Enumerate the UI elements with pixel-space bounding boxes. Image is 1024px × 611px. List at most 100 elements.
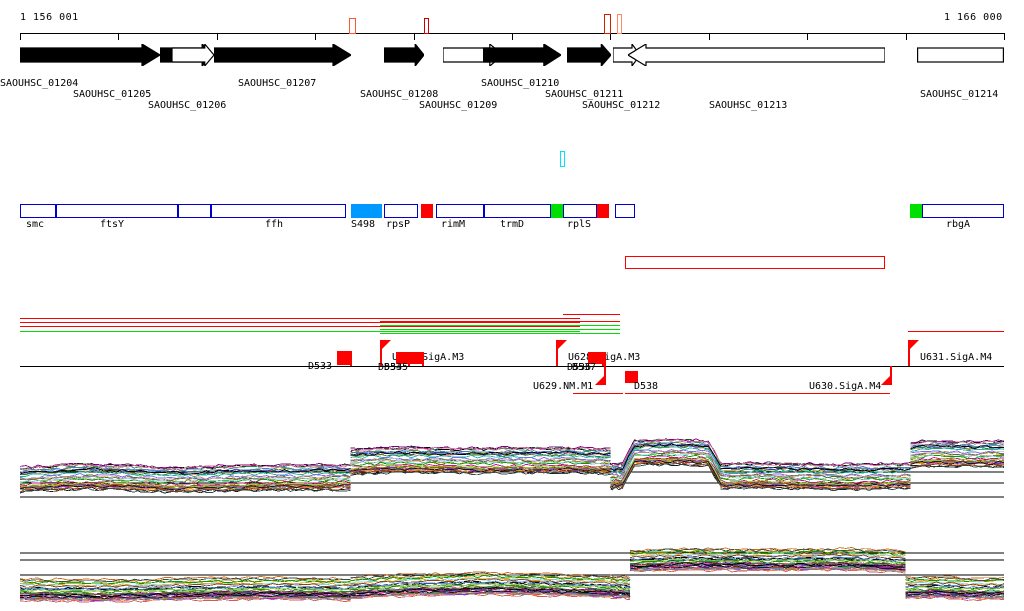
promoter-U630-SigA-M4-flag[interactable]	[881, 376, 890, 385]
cds-label-SAOUHSC_01210: SAOUHSC_01210	[481, 78, 560, 89]
cds-label-SAOUHSC_01205: SAOUHSC_01205	[73, 89, 152, 100]
tss-marker-3	[604, 14, 611, 34]
transcript-red-low-2	[625, 393, 890, 394]
annotation-label-promoter-U631-SigA-M4: U631.SigA.M4	[920, 352, 993, 363]
transcript-red-low-1	[573, 393, 623, 394]
gene-box-S498[interactable]	[351, 204, 382, 218]
annotation-label-promoter-U627-SigA-M3: U627.SigA.M3	[392, 352, 465, 363]
promoter-U630-SigA-M4-stem	[890, 366, 892, 385]
transcript-red-1	[20, 318, 580, 319]
terminator-D537-block[interactable]	[592, 352, 604, 364]
gene-box-unk-4[interactable]	[615, 204, 635, 218]
coordinate-start-label: 1 156 001	[20, 12, 79, 23]
gene-label-ftsY: ftsY	[100, 219, 125, 230]
promoter-U629-NM-M1-stem	[604, 366, 606, 385]
SAOUHSC_01213[interactable]	[628, 44, 885, 66]
cds-label-SAOUHSC_01214: SAOUHSC_01214	[920, 89, 999, 100]
SAOUHSC_01207[interactable]	[214, 44, 351, 66]
annotation-label-terminator-D535: D535	[384, 362, 409, 373]
promoter-U629-NM-M1-flag[interactable]	[595, 376, 604, 385]
terminator-D538-block[interactable]	[625, 371, 638, 383]
gene-box-ftsY[interactable]	[56, 204, 178, 218]
SAOUHSC_01204[interactable]	[20, 44, 160, 66]
annotation-label-promoter-U629-NM-M1: U629.NM.M1	[533, 381, 594, 392]
promoter-U628-SigA-M3-stem	[556, 340, 558, 366]
gene-label-rimM: rimM	[441, 219, 466, 230]
terminator-D534-block[interactable]	[396, 352, 408, 364]
gene-label-smc: smc	[26, 219, 45, 230]
annotation-label-terminator-D537: D537	[572, 362, 597, 373]
gene-box-unk-5[interactable]	[910, 204, 922, 218]
gene-box-rimM[interactable]	[436, 204, 484, 218]
tss-marker-4	[617, 14, 622, 34]
transcript-green-4	[380, 333, 620, 334]
annotation-label-terminator-D534: D534	[378, 362, 403, 373]
gene-box-rpsP[interactable]	[384, 204, 418, 218]
promoter-U631-SigA-M4-flag[interactable]	[910, 340, 919, 349]
ruler-tick	[807, 33, 808, 40]
gene-box-unk-3[interactable]	[597, 204, 609, 218]
cds-label-SAOUHSC_01211: SAOUHSC_01211	[545, 89, 624, 100]
ruler-tick	[709, 33, 710, 40]
ruler-tick	[414, 33, 415, 40]
promoter-U631-SigA-M4-stem	[908, 340, 910, 366]
expression-panel-top[interactable]	[20, 435, 1004, 525]
transcript-green-1	[20, 331, 580, 332]
gene-box-ftsY-b[interactable]	[178, 204, 211, 218]
gene-box-ffh[interactable]	[211, 204, 346, 218]
ruler-tick	[610, 33, 611, 40]
transcript-red-2	[20, 322, 580, 323]
SAOUHSC_01208[interactable]	[384, 44, 424, 66]
SAOUHSC_01211[interactable]	[567, 44, 611, 66]
promoter-U627-SigA-M3-flag[interactable]	[382, 340, 391, 349]
gene-box-rplS[interactable]	[563, 204, 597, 218]
terminator-D534-stem	[408, 352, 410, 366]
ruler-tick	[217, 33, 218, 40]
cyan-feature-marker	[560, 151, 565, 167]
gene-label-rplS: rplS	[567, 219, 592, 230]
SAOUHSC_01210[interactable]	[483, 44, 561, 66]
gene-box-rbgA[interactable]	[922, 204, 1004, 218]
annotation-label-terminator-D533: D533	[308, 361, 333, 372]
gene-label-S498: S498	[351, 219, 376, 230]
terminator-D535-stem	[422, 352, 424, 366]
terminator-D533-block[interactable]	[337, 351, 350, 365]
transcript-red-3	[20, 326, 580, 327]
transcript-baseline	[20, 366, 1004, 367]
ruler-tick	[906, 33, 907, 40]
SAOUHSC_01206[interactable]	[172, 44, 214, 66]
cds-label-SAOUHSC_01206: SAOUHSC_01206	[148, 100, 227, 111]
gene-box-divider	[178, 204, 179, 218]
promoter-U627-SigA-M3-stem	[380, 340, 382, 366]
gene-label-ffh: ffh	[265, 219, 284, 230]
operon-region-frame[interactable]	[625, 256, 885, 269]
coordinate-end-label: 1 166 000	[944, 12, 1003, 23]
cds-label-SAOUHSC_01207: SAOUHSC_01207	[238, 78, 317, 89]
tss-marker-1	[349, 18, 356, 34]
gene-label-trmD: trmD	[500, 219, 525, 230]
expression-panel-bottom[interactable]	[20, 535, 1004, 611]
ruler-tick	[118, 33, 119, 40]
cds-label-SAOUHSC_01204: SAOUHSC_01204	[0, 78, 79, 89]
gene-box-smc[interactable]	[20, 204, 56, 218]
gene-box-unk-2[interactable]	[551, 204, 563, 218]
SAOUHSC_01214[interactable]	[917, 44, 1004, 66]
ruler-tick	[20, 33, 21, 40]
gene-box-divider	[210, 204, 211, 218]
terminator-D538-stem	[625, 371, 627, 383]
gene-label-rpsP: rpsP	[386, 219, 411, 230]
promoter-U628-SigA-M3-flag[interactable]	[558, 340, 567, 349]
transcript-green-3	[380, 329, 620, 330]
annotation-label-terminator-D536: D536	[567, 362, 592, 373]
gene-label-rbgA: rbgA	[946, 219, 971, 230]
annotation-label-promoter-U630-SigA-M4: U630.SigA.M4	[809, 381, 882, 392]
ruler-tick	[1004, 33, 1005, 40]
terminator-D535-block[interactable]	[410, 352, 422, 364]
transcript-red-6	[908, 331, 1004, 332]
transcript-red-4	[380, 321, 620, 322]
gene-box-unk-1[interactable]	[421, 204, 433, 218]
cds-label-SAOUHSC_01208: SAOUHSC_01208	[360, 89, 439, 100]
ruler-tick	[315, 33, 316, 40]
gene-box-trmD[interactable]	[484, 204, 551, 218]
